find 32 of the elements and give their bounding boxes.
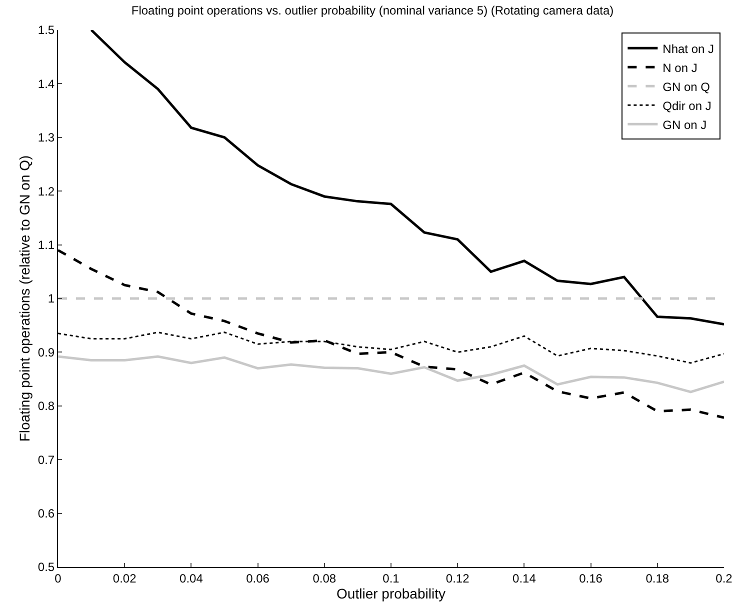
- x-tick-label: 0.02: [112, 571, 137, 586]
- y-axis-title: Floating point operations (relative to GN on Q): [16, 155, 33, 442]
- x-tick-label: 0.2: [716, 571, 733, 586]
- y-tick-label: 1: [48, 292, 55, 306]
- y-tick-label: 1.5: [38, 23, 55, 38]
- legend-label: GN on Q: [662, 80, 710, 94]
- y-tick-label: 0.6: [38, 506, 55, 520]
- x-tick-label: 0.08: [312, 571, 336, 586]
- line-series: [90, 30, 724, 326]
- y-tick-label: 0.8: [38, 399, 55, 414]
- x-tick-label: 0.18: [646, 571, 670, 586]
- y-tick-label: 1.4: [38, 76, 55, 91]
- chart-title: Floating point operations vs. outlier probability (nominal variance 5) (Rotating camera data): [131, 3, 614, 18]
- x-tick-label: 0.16: [579, 571, 603, 586]
- y-tick-label: 1.2: [38, 184, 55, 198]
- x-tick-label: 0.14: [512, 571, 536, 586]
- legend-label: GN on J: [662, 118, 707, 132]
- x-tick-label: 0.1: [382, 571, 400, 586]
- legend-label: Qdir on J: [662, 98, 712, 113]
- y-tick-label: 0.9: [38, 345, 55, 360]
- y-tick-label: 0.5: [38, 560, 55, 574]
- x-tick-label: 0.06: [246, 571, 270, 586]
- y-tick-label: 1.1: [38, 238, 55, 252]
- x-tick-label: 0: [54, 571, 62, 586]
- legend-label: Nhat on J: [662, 42, 714, 56]
- x-tick-label: 0.04: [180, 571, 204, 586]
- x-tick-label: 0.12: [446, 571, 470, 586]
- y-tick-label: 0.7: [38, 452, 55, 467]
- legend-label: N on J: [662, 60, 698, 75]
- y-tick-label: 1.3: [38, 130, 55, 145]
- x-axis-title: Outlier probability: [336, 585, 446, 602]
- line-series: [58, 355, 724, 394]
